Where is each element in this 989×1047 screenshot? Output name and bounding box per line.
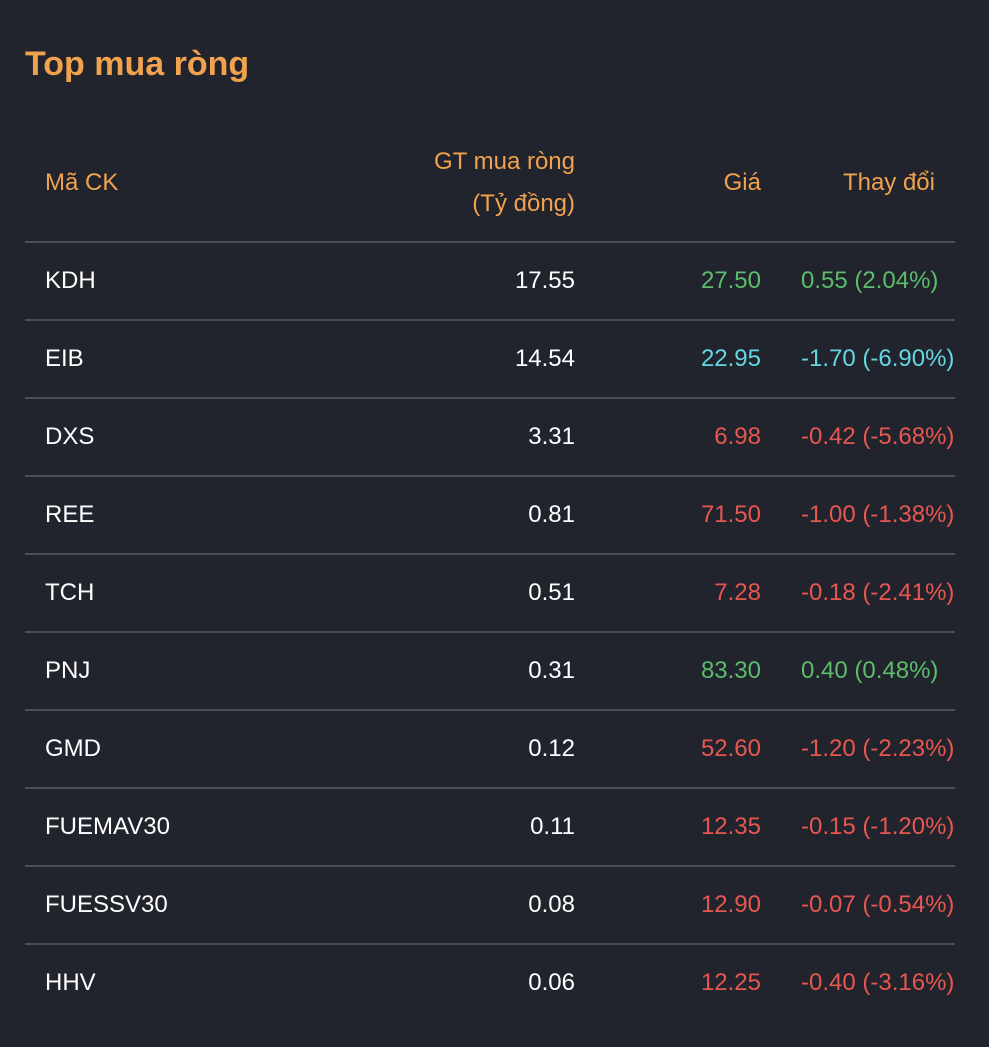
table-row[interactable]: FUEMAV30 0.11 12.35 -0.15 (-1.20%): [25, 788, 955, 867]
table-body: KDH 17.55 27.50 0.55 (2.04%) EIB 14.54 22.95 -1…: [25, 242, 955, 1021]
header-change[interactable]: Thay đổi: [781, 125, 955, 243]
table-row[interactable]: KDH 17.55 27.50 0.55 (2.04%): [25, 242, 955, 321]
change-cell: 0.40 (0.48%): [781, 632, 955, 711]
stock-code-cell: KDH: [25, 242, 285, 321]
change-cell: -0.40 (-3.16%): [801, 969, 955, 996]
net-buy-table: Mã CK GT mua ròng (Tỷ đồng) Giá Thay đổi…: [25, 125, 955, 1021]
change-cell: -0.15 (-1.20%): [781, 788, 955, 867]
change-cell: -0.42 (-5.68%): [781, 398, 955, 477]
price-cell: 71.50: [595, 476, 781, 555]
stock-code-cell: PNJ: [25, 632, 285, 711]
net-value-cell: 0.11: [285, 788, 595, 867]
stock-code-cell: REE: [25, 476, 285, 555]
change-cell: -1.70 (-6.90%): [781, 320, 955, 399]
header-price[interactable]: Giá: [595, 125, 781, 243]
change-cell: 0.55 (2.04%): [781, 242, 955, 321]
price-cell: 52.60: [595, 710, 781, 789]
net-value-cell: 0.08: [285, 866, 595, 945]
panel-title: Top mua ròng: [25, 45, 250, 83]
net-value-cell: 0.51: [285, 554, 595, 633]
stock-code-cell: EIB: [25, 320, 285, 399]
header-code[interactable]: Mã CK: [25, 125, 285, 243]
net-value-cell: 0.12: [285, 710, 595, 789]
price-cell: 22.95: [595, 320, 781, 399]
change-cell: -0.07 (-0.54%): [781, 866, 955, 945]
net-value-cell: 3.31: [285, 398, 595, 477]
net-value-cell: 14.54: [285, 320, 595, 399]
table-header-row: Mã CK GT mua ròng (Tỷ đồng) Giá Thay đổi: [25, 125, 955, 243]
table-row[interactable]: DXS 3.31 6.98 -0.42 (-5.68%): [25, 398, 955, 477]
net-value-cell: 0.31: [285, 632, 595, 711]
stock-code-cell: GMD: [25, 710, 285, 789]
price-cell: 12.25: [700, 969, 761, 996]
stock-code-cell: DXS: [25, 398, 285, 477]
price-cell: 12.35: [595, 788, 781, 867]
price-cell: 12.90: [595, 866, 781, 945]
stock-code-cell: TCH: [25, 554, 285, 633]
table-row[interactable]: TCH 0.51 7.28 -0.18 (-2.41%): [25, 554, 955, 633]
change-cell: -0.18 (-2.41%): [781, 554, 955, 633]
table-row[interactable]: GMD 0.12 52.60 -1.20 (-2.23%): [25, 710, 955, 789]
stock-code-cell: HHV: [45, 969, 96, 996]
header-net-value-line2: (Tỷ đồng): [472, 190, 575, 217]
header-net-value[interactable]: GT mua ròng (Tỷ đồng): [285, 125, 595, 243]
table-row[interactable]: FUESSV30 0.08 12.90 -0.07 (-0.54%): [25, 866, 955, 945]
change-cell: -1.20 (-2.23%): [781, 710, 955, 789]
table-row[interactable]: HHV 0.06 12.25 -0.40 (-3.16%): [25, 944, 955, 1021]
net-value-cell: 0.81: [285, 476, 595, 555]
table-row[interactable]: EIB 14.54 22.95 -1.70 (-6.90%): [25, 320, 955, 399]
price-cell: 27.50: [595, 242, 781, 321]
price-cell: 6.98: [595, 398, 781, 477]
stock-code-cell: FUESSV30: [25, 866, 285, 945]
stock-code-cell: FUEMAV30: [25, 788, 285, 867]
price-cell: 83.30: [595, 632, 781, 711]
table-row[interactable]: PNJ 0.31 83.30 0.40 (0.48%): [25, 632, 955, 711]
price-cell: 7.28: [595, 554, 781, 633]
change-cell: -1.00 (-1.38%): [781, 476, 955, 555]
table-row[interactable]: REE 0.81 71.50 -1.00 (-1.38%): [25, 476, 955, 555]
header-net-value-line1: GT mua ròng: [434, 148, 575, 175]
net-value-cell: 17.55: [285, 242, 595, 321]
net-value-cell: 0.06: [528, 969, 575, 996]
